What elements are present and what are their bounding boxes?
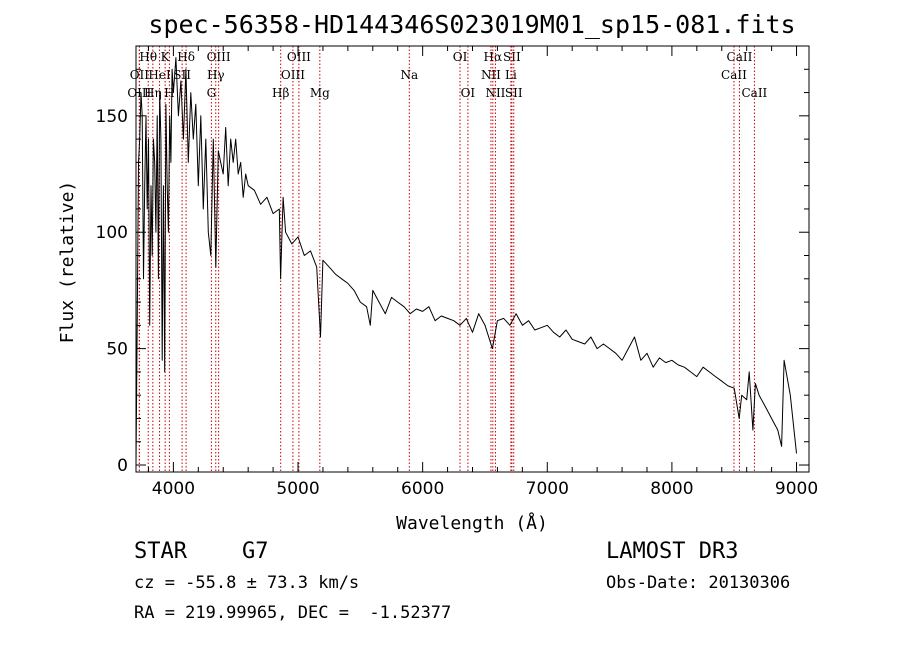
line-marker-label: OIII (281, 68, 305, 82)
line-marker-label: HeI (148, 68, 171, 82)
spectral-subclass: G7 (242, 539, 269, 564)
plot-frame (135, 45, 810, 473)
line-marker-label: H (164, 86, 174, 100)
line-marker-label: CaII (727, 50, 753, 64)
line-marker-label: CaII (721, 68, 747, 82)
line-marker-label: Hθ (139, 50, 157, 64)
spectrum-series (135, 57, 797, 466)
line-marker-label: K (161, 50, 171, 64)
line-marker-label: SII (173, 68, 191, 82)
line-marker-label: NII (485, 86, 505, 100)
line-marker-label: OIII (207, 50, 231, 64)
survey-name: LAMOST DR3 (606, 539, 739, 564)
chart-title: spec-56358-HD144346S023019M01_sp15-081.f… (148, 10, 795, 39)
x-tick-label: 6000 (401, 479, 444, 499)
x-tick-label: 4000 (152, 479, 195, 499)
y-axis-label: Flux (relative) (57, 181, 78, 344)
line-marker-label: NII (481, 68, 501, 82)
line-marker-label: Hβ (272, 86, 289, 100)
line-marker-label: OIII (287, 50, 311, 64)
line-marker-label: Hα (484, 50, 503, 64)
y-tick-label: 100 (96, 223, 128, 243)
line-marker-label: Hδ (177, 50, 195, 64)
y-tick-label: 150 (96, 107, 128, 127)
line-marker-label: SII (503, 50, 521, 64)
axes: 4000 5000 6000 7000 8000 9000 0 50 100 150 (96, 46, 818, 499)
x-tick-label: 9000 (775, 479, 818, 499)
x-tick-label: 8000 (650, 479, 693, 499)
line-marker-label: Hη (144, 86, 162, 100)
line-marker-label: OI (461, 86, 476, 100)
spectrum-line (135, 57, 797, 466)
line-marker-label: SII (505, 86, 523, 100)
x-tick-label: 7000 (526, 479, 569, 499)
line-marker-label: Hγ (207, 68, 225, 82)
y-tick-label: 50 (106, 340, 128, 360)
line-marker-label: G (207, 86, 217, 100)
redshift-readout: cz = -55.8 ± 73.3 km/s (134, 573, 360, 593)
line-marker-label: OI (453, 50, 468, 64)
y-tick-label: 0 (117, 456, 128, 476)
line-marker-label: CaII (741, 86, 767, 100)
object-type: STAR (134, 539, 187, 564)
line-marker-label: Li (505, 68, 517, 82)
x-axis-label: Wavelength (Å) (396, 512, 548, 534)
line-marker-label: Na (400, 68, 418, 82)
observation-date: Obs-Date: 20130306 (606, 573, 791, 593)
line-marker-label: Mg (310, 86, 330, 100)
x-tick-label: 5000 (276, 479, 319, 499)
coordinates-readout: RA = 219.99965, DEC = -1.52377 (134, 603, 452, 623)
